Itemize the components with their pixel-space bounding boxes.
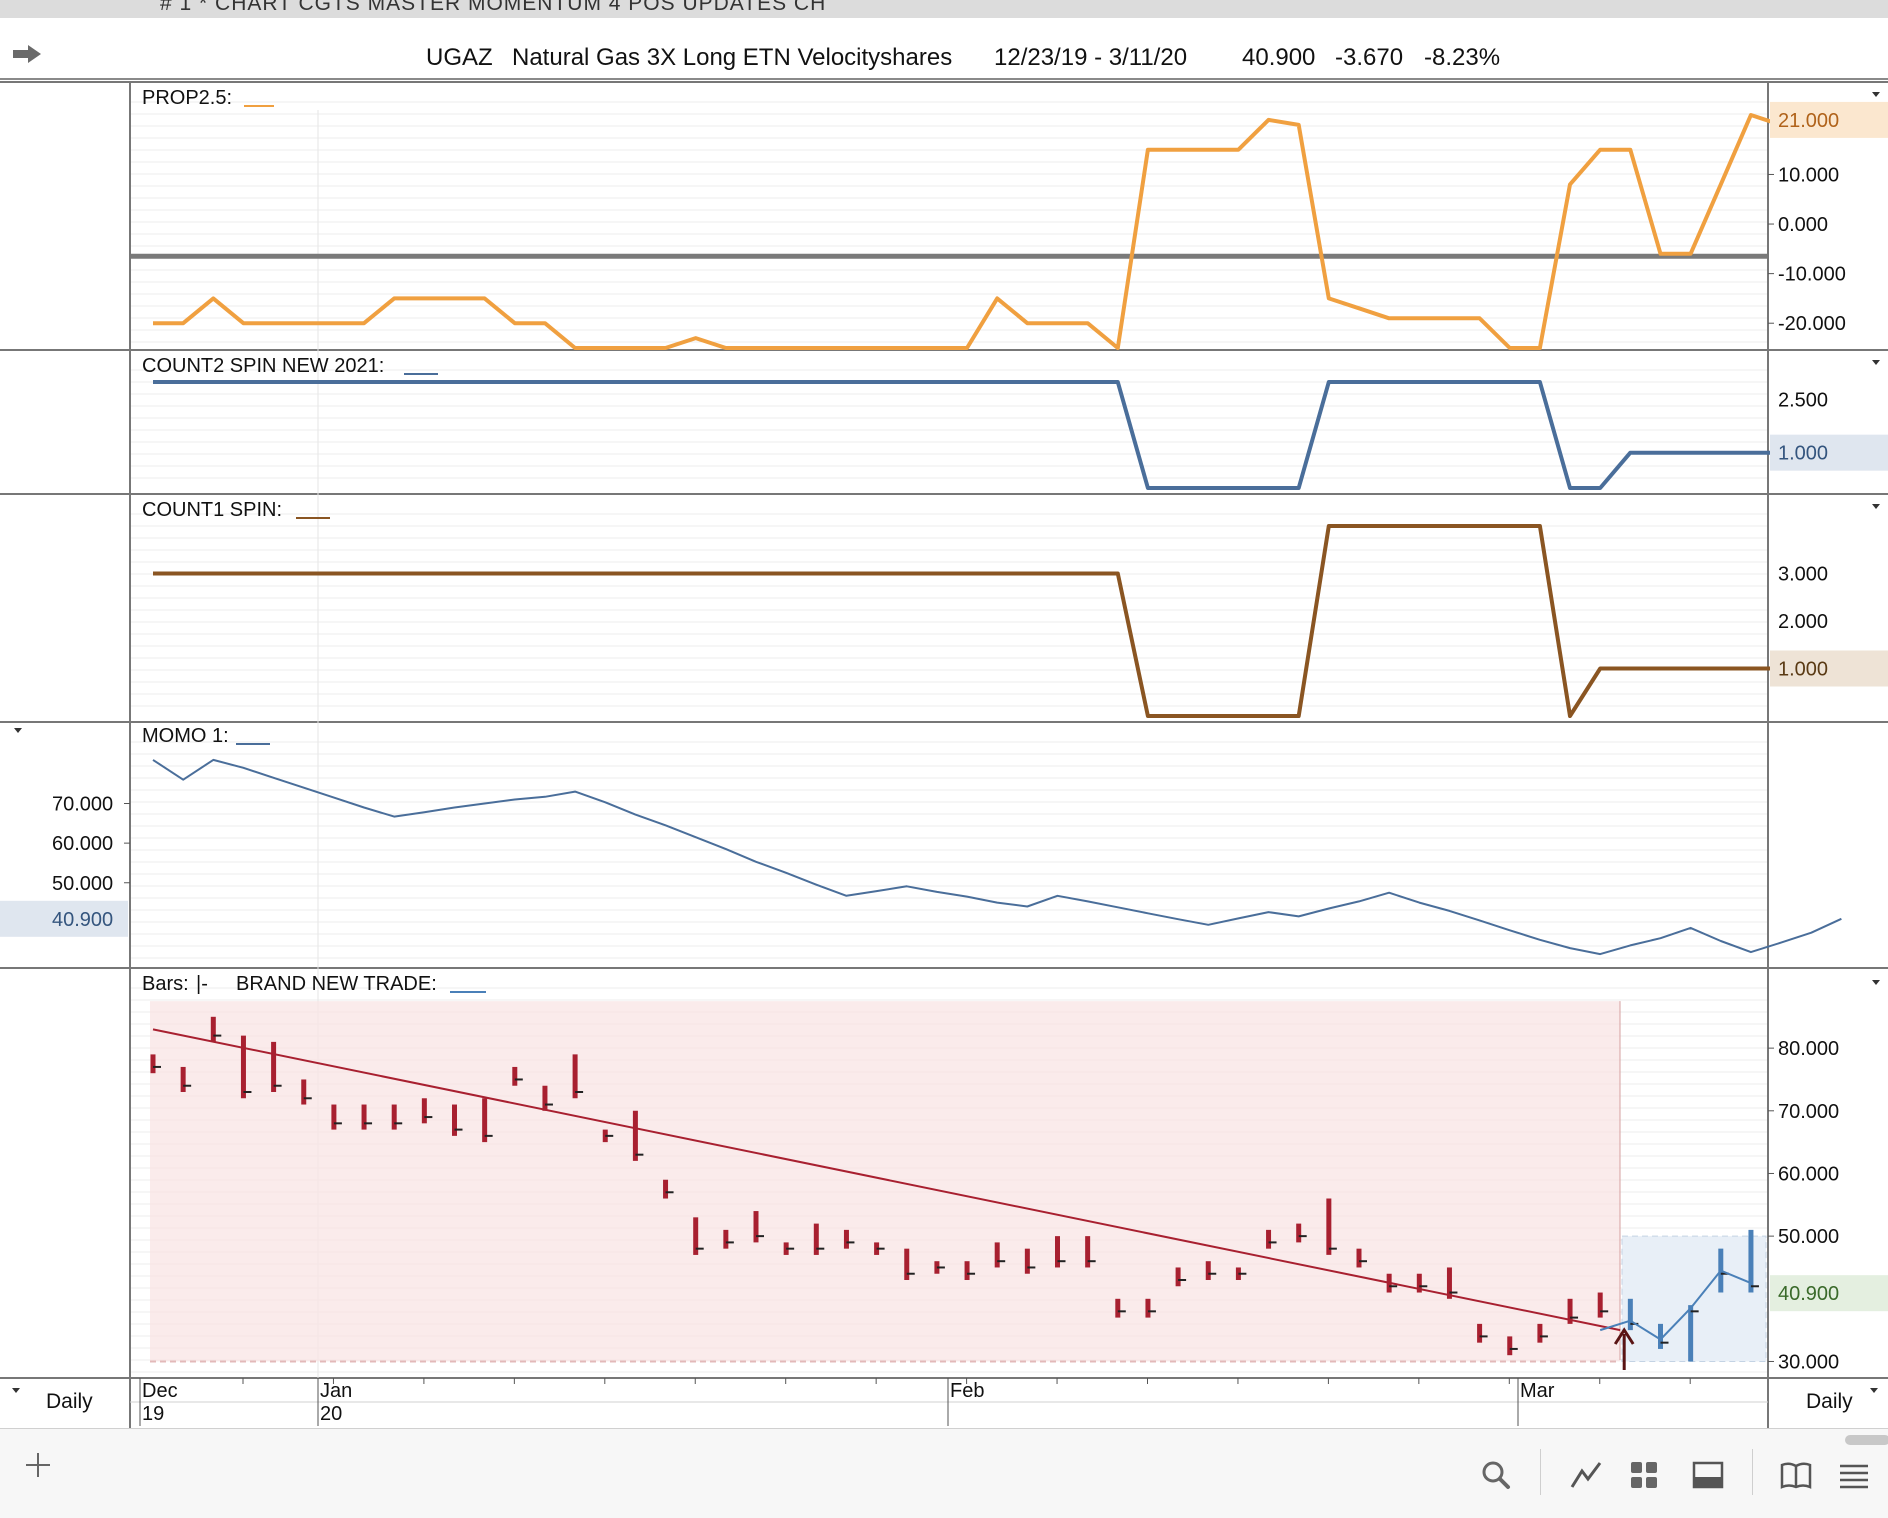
momo-last-value: 40.900 <box>52 909 113 931</box>
window-titlebar: # 1 * CHART CGTS MASTER MOMENTUM 4 POS U… <box>0 0 1888 18</box>
prop-axis-label: 10.000 <box>1778 164 1839 186</box>
periodicity-chevron-icon[interactable] <box>1870 1388 1878 1393</box>
momo-panel-label: MOMO 1: <box>142 725 229 747</box>
bars-axis-label: 50.000 <box>1778 1226 1839 1248</box>
x-axis-month-label: Dec <box>142 1380 178 1402</box>
count1-axis-label: 2.000 <box>1778 611 1828 633</box>
grid-layout-icon[interactable] <box>1626 1457 1662 1493</box>
count2-series-line <box>153 380 1782 490</box>
prop-axis-label: 0.000 <box>1778 214 1828 236</box>
count1-axis-label: 3.000 <box>1778 564 1828 586</box>
horizontal-scrollbar[interactable] <box>1845 1435 1888 1445</box>
symbol: UGAZ <box>426 44 493 71</box>
last-price: 40.900 <box>1242 44 1316 71</box>
draw-line-icon[interactable] <box>1568 1457 1604 1493</box>
count1-last-value-box <box>1770 650 1888 687</box>
bottom-toolbar <box>0 1428 1888 1518</box>
bars-panel-label: Bars: <box>142 973 189 995</box>
count1-panel-label: COUNT1 SPIN: <box>142 499 282 521</box>
x-axis-year-label: 20 <box>320 1403 342 1425</box>
new-trade-zone-shading <box>1621 1235 1767 1362</box>
count2-last-value: 1.000 <box>1778 443 1828 465</box>
periodicity-right: Daily <box>1806 1390 1853 1413</box>
momo-axis-label: 70.000 <box>52 794 113 816</box>
x-axis-month-label: Feb <box>950 1380 984 1402</box>
count2-axis-label: 2.500 <box>1778 390 1828 412</box>
prop-axis-label: -20.000 <box>1778 313 1846 335</box>
bars-style-glyph: |- <box>196 973 208 995</box>
window-title: # 1 * CHART CGTS MASTER MOMENTUM 4 POS U… <box>160 0 827 15</box>
chevron-down-icon[interactable] <box>1872 980 1880 985</box>
bars-axis-label: 60.000 <box>1778 1163 1839 1185</box>
momo-axis-label: 60.000 <box>52 833 113 855</box>
prop-series-line <box>153 113 1782 350</box>
downtrend-line <box>152 1028 1621 1332</box>
forward-arrow-icon[interactable] <box>12 44 42 64</box>
toolbar-separator <box>1752 1449 1753 1495</box>
search-icon[interactable] <box>1478 1457 1514 1493</box>
periodicity-left: Daily <box>46 1390 93 1413</box>
bars-axis-label: 30.000 <box>1778 1351 1839 1373</box>
bars-last-value: 40.900 <box>1778 1283 1839 1305</box>
entry-arrow-icon <box>1613 1327 1635 1370</box>
prop-axis-label: -10.000 <box>1778 264 1846 286</box>
prop-last-value: 21.000 <box>1778 110 1839 132</box>
chevron-down-icon[interactable] <box>1872 360 1880 365</box>
toolbar-separator <box>1540 1449 1541 1495</box>
count2-last-value-box <box>1770 434 1888 471</box>
menu-icon[interactable] <box>1836 1457 1872 1493</box>
date-range: 12/23/19 - 3/11/20 <box>994 44 1188 71</box>
x-axis-month-label: Mar <box>1520 1380 1555 1402</box>
momo-axis-label: 50.000 <box>52 873 113 895</box>
trade-panel-label: BRAND NEW TRADE: <box>236 973 437 995</box>
bars-last-value-box <box>1770 1275 1888 1312</box>
prop-last-value-box <box>1770 101 1888 138</box>
bars-axis-label: 70.000 <box>1778 1101 1839 1123</box>
trade-zone-shading <box>150 1001 1620 1362</box>
panel-layout-icon[interactable] <box>1690 1457 1726 1493</box>
trade-line <box>1599 1269 1752 1341</box>
prop-panel-label: PROP2.5: <box>142 87 232 109</box>
periodicity-chevron-icon[interactable] <box>12 1388 20 1393</box>
x-axis-year-label: 19 <box>142 1403 164 1425</box>
count1-series-line <box>153 524 1782 718</box>
chevron-down-icon[interactable] <box>1872 92 1880 97</box>
chevron-down-icon[interactable] <box>1872 504 1880 509</box>
chart-header: UGAZ Natural Gas 3X Long ETN Velocitysha… <box>0 18 1888 80</box>
momo-last-value-box <box>0 900 128 937</box>
price-change-percent: -8.23% <box>1424 44 1501 71</box>
count2-panel-label: COUNT2 SPIN NEW 2021: <box>142 355 384 377</box>
chevron-down-icon[interactable] <box>14 728 22 733</box>
x-axis-month-label: Jan <box>320 1380 352 1402</box>
count1-last-value: 1.000 <box>1778 659 1828 681</box>
momo-series-line <box>152 758 1842 956</box>
security-name: Natural Gas 3X Long ETN Velocityshares <box>512 44 953 71</box>
add-icon[interactable] <box>20 1447 56 1483</box>
bars-axis-label: 80.000 <box>1778 1038 1839 1060</box>
price-change: -3.670 <box>1335 44 1404 71</box>
chart-area[interactable]: PROP2.5: 10.000 0.000 -10.000 -20.000 21.000 C… <box>0 0 1888 1428</box>
book-icon[interactable] <box>1778 1457 1814 1493</box>
